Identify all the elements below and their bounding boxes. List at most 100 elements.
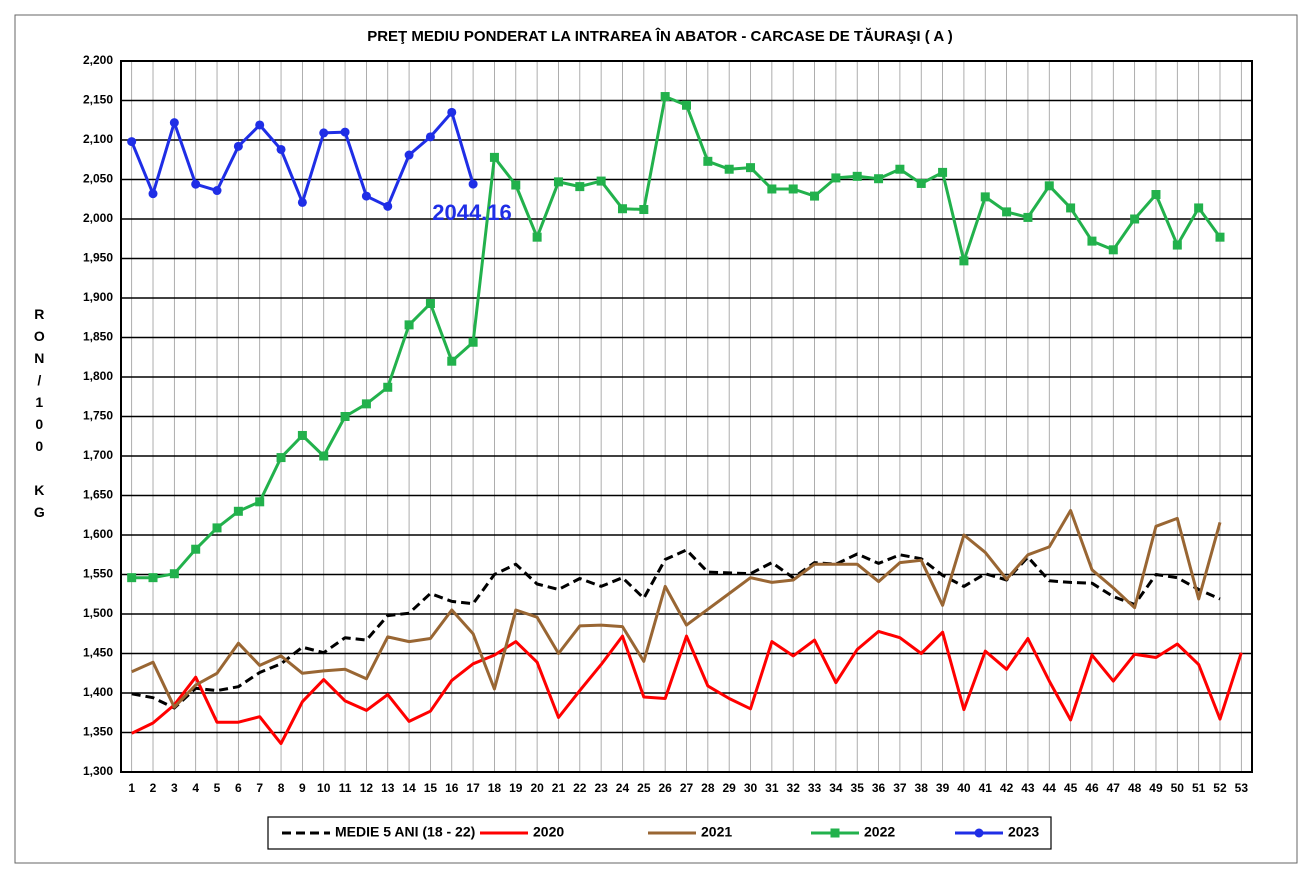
point-marker [191, 179, 201, 189]
point-marker [297, 430, 307, 440]
x-tick-label: 53 [1235, 781, 1249, 795]
point-marker [447, 356, 457, 366]
point-marker [938, 167, 948, 177]
point-marker [127, 573, 137, 583]
point-marker [639, 205, 649, 215]
x-tick-label: 25 [637, 781, 651, 795]
point-marker [297, 197, 307, 207]
point-marker [340, 412, 350, 421]
x-tick-label: 7 [256, 781, 263, 795]
point-marker [1023, 212, 1033, 222]
point-marker [852, 171, 862, 181]
point-marker [810, 191, 820, 201]
x-tick-label: 20 [530, 781, 544, 795]
x-tick-label: 8 [278, 781, 285, 795]
point-marker [959, 256, 969, 266]
point-marker [682, 100, 691, 110]
x-tick-label: 38 [915, 781, 929, 795]
point-marker [212, 186, 222, 196]
point-marker [233, 141, 243, 151]
y-tick-label: 1,800 [83, 369, 113, 383]
x-tick-label: 16 [445, 781, 459, 795]
point-marker [447, 107, 457, 117]
chart-title: PREŢ MEDIU PONDERAT LA INTRAREA ÎN ABATO… [367, 27, 953, 45]
y-tick-label: 1,750 [83, 409, 113, 423]
y-tick-label: 1,450 [83, 646, 113, 660]
point-marker [617, 204, 627, 214]
x-tick-label: 35 [851, 781, 865, 795]
x-tick-label: 12 [360, 781, 374, 795]
x-tick-label: 14 [402, 781, 416, 795]
annotation: 2044.16 [432, 200, 512, 225]
y-tick-label: 2,100 [83, 132, 113, 146]
point-marker [127, 137, 137, 147]
point-marker [596, 176, 606, 186]
point-marker [255, 120, 265, 130]
point-marker [746, 163, 756, 173]
point-marker [1044, 181, 1054, 191]
point-marker [361, 399, 371, 409]
y-tick-label: 1,550 [83, 567, 113, 581]
x-tick-label: 24 [616, 781, 630, 795]
point-marker [319, 128, 329, 138]
point-marker [255, 497, 265, 507]
x-tick-label: 31 [765, 781, 779, 795]
point-marker [1002, 207, 1012, 217]
y-tick-label: 1,600 [83, 527, 113, 541]
x-tick-label: 33 [808, 781, 822, 795]
point-marker [980, 192, 990, 202]
x-tick-label: 18 [488, 781, 502, 795]
x-tick-label: 29 [722, 781, 736, 795]
x-tick-label: 4 [192, 781, 199, 795]
x-tick-label: 30 [744, 781, 758, 795]
x-tick-label: 34 [829, 781, 843, 795]
point-marker [425, 132, 435, 142]
point-marker [511, 180, 521, 190]
legend-label: 2023 [1008, 824, 1039, 840]
point-marker [276, 453, 286, 463]
point-marker [383, 201, 393, 211]
x-tick-label: 22 [573, 781, 587, 795]
point-marker [1172, 240, 1182, 250]
point-marker [1087, 236, 1097, 246]
point-marker [383, 382, 393, 392]
point-marker [1215, 232, 1225, 242]
x-tick-label: 13 [381, 781, 395, 795]
y-tick-label: 1,350 [83, 725, 113, 739]
legend-label: 2020 [533, 824, 564, 840]
y-tick-label: 1,300 [83, 764, 113, 778]
y-tick-label: 1,700 [83, 448, 113, 462]
point-marker [788, 184, 798, 194]
y-tick-label: 2,050 [83, 172, 113, 186]
x-tick-label: 42 [1000, 781, 1014, 795]
x-tick-label: 23 [594, 781, 608, 795]
point-marker [1194, 203, 1204, 213]
point-marker [233, 506, 243, 516]
series-line [131, 629, 1243, 746]
y-tick-label: 1,900 [83, 290, 113, 304]
x-tick-label: 45 [1064, 781, 1078, 795]
y-tick-label: 2,000 [83, 211, 113, 225]
x-tick-label: 52 [1213, 781, 1227, 795]
x-tick-label: 37 [893, 781, 907, 795]
legend-marker [830, 828, 840, 838]
y-tick-label: 1,500 [83, 606, 113, 620]
x-tick-label: 17 [466, 781, 480, 795]
series-line [131, 509, 1222, 709]
point-marker [1130, 214, 1140, 224]
x-tick-label: 5 [214, 781, 221, 795]
x-tick-label: 15 [424, 781, 438, 795]
point-marker [532, 232, 542, 242]
x-tick-label: 39 [936, 781, 950, 795]
legend-label: MEDIE 5 ANI (18 - 22) [335, 824, 475, 840]
point-marker [895, 164, 905, 174]
x-tick-label: 9 [299, 781, 306, 795]
legend-label: 2022 [864, 824, 895, 840]
point-marker [148, 189, 158, 199]
x-tick-label: 19 [509, 781, 523, 795]
x-tick-label: 51 [1192, 781, 1206, 795]
y-tick-label: 2,200 [83, 53, 113, 67]
point-marker [319, 451, 329, 461]
x-tick-label: 28 [701, 781, 715, 795]
x-tick-label: 44 [1043, 781, 1057, 795]
